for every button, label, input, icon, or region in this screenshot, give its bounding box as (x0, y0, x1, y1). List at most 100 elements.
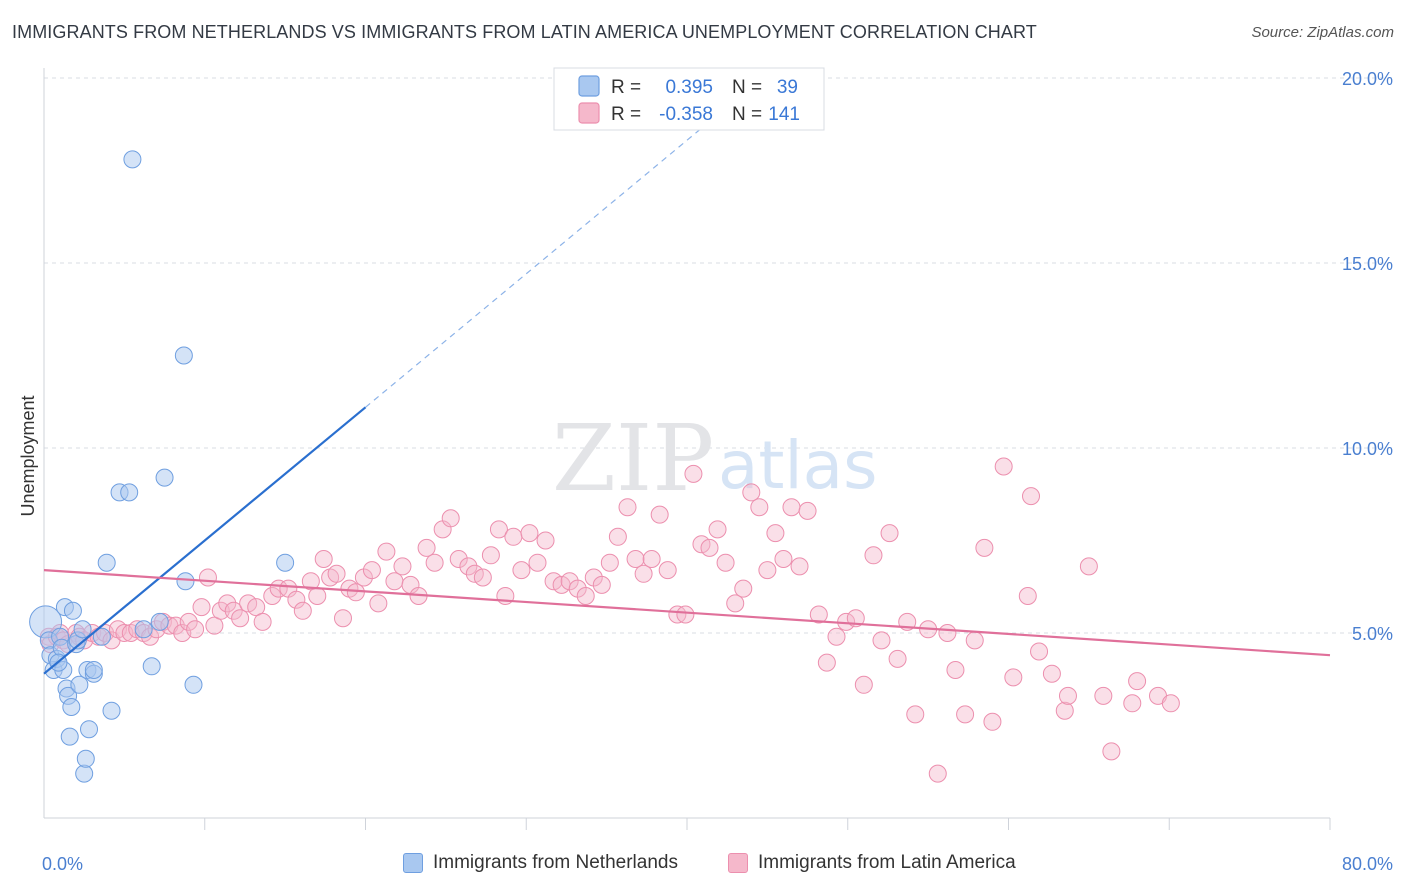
data-point-latin-america (676, 605, 695, 624)
data-point-latin-america (734, 579, 753, 598)
data-point-latin-america (600, 553, 619, 572)
trend-lines (43, 99, 1331, 675)
legend-n-label-1: N = (732, 77, 762, 98)
legend-n-label-2: N = (732, 104, 762, 125)
grid-lines (44, 77, 1392, 634)
data-point-latin-america (700, 538, 719, 557)
watermark: ZIP atlas (552, 405, 878, 512)
data-point-latin-america (975, 538, 994, 557)
watermark-zip: ZIP (552, 405, 714, 512)
data-point-latin-america (179, 612, 198, 631)
data-point-latin-america (536, 531, 555, 550)
data-point-latin-america (642, 550, 661, 568)
legend-r-value-1: 0.395 (665, 77, 713, 98)
data-point-latin-america (473, 568, 492, 587)
data-point-latin-america (798, 501, 817, 520)
data-point-latin-america (441, 509, 460, 528)
data-point-latin-america (247, 598, 266, 617)
data-point-latin-america (928, 764, 947, 783)
data-point-netherlands (60, 727, 79, 746)
data-point-latin-america (253, 612, 272, 631)
series-netherlands-points (29, 150, 295, 783)
data-point-netherlands (155, 468, 174, 487)
y-tick-label: 5.0% (1352, 624, 1393, 644)
data-point-netherlands (174, 346, 193, 365)
data-point-latin-america (906, 705, 925, 724)
data-point-netherlands (150, 612, 169, 631)
data-point-latin-america (192, 598, 211, 617)
data-point-latin-america (333, 609, 352, 628)
data-point-latin-america (750, 498, 769, 517)
data-point-latin-america (520, 524, 539, 543)
data-point-latin-america (489, 520, 508, 539)
data-point-latin-america (956, 705, 975, 724)
data-point-latin-america (766, 524, 785, 543)
data-point-latin-america (983, 712, 1002, 731)
data-point-latin-america (872, 631, 891, 650)
data-point-latin-america (314, 550, 333, 568)
data-point-netherlands (123, 150, 142, 169)
data-point-latin-america (1094, 686, 1113, 705)
data-point-latin-america (504, 527, 523, 546)
data-point-netherlands (120, 483, 139, 502)
y-tick-label: 20.0% (1342, 69, 1393, 89)
data-point-latin-america (205, 616, 224, 635)
x-tick-label-min: 0.0% (42, 854, 83, 874)
data-point-latin-america (263, 587, 282, 605)
swatch-netherlands (403, 853, 423, 873)
data-point-latin-america (327, 564, 346, 583)
data-point-latin-america (758, 561, 777, 580)
data-point-latin-america (716, 553, 735, 572)
data-point-latin-america (224, 601, 243, 620)
data-point-latin-america (301, 572, 320, 591)
data-point-latin-america (1042, 664, 1061, 683)
data-point-latin-america (459, 557, 478, 576)
data-point-latin-america (684, 464, 703, 483)
data-point-latin-america (1022, 487, 1041, 506)
data-point-netherlands (97, 553, 116, 572)
data-point-latin-america (186, 620, 205, 639)
data-point-latin-america (790, 557, 809, 576)
data-point-latin-america (1123, 694, 1142, 713)
series-latin-america-points (39, 457, 1180, 783)
legend-box: R = 0.395 N = 39 R = -0.358 N = 141 (553, 67, 825, 131)
data-point-latin-america (774, 550, 793, 568)
data-point-latin-america (994, 457, 1013, 476)
data-point-latin-america (417, 538, 436, 557)
data-point-latin-america (742, 483, 761, 502)
data-point-latin-america (211, 601, 230, 620)
data-point-netherlands (80, 720, 99, 739)
y-axis-title: Unemployment (18, 395, 38, 516)
data-point-latin-america (809, 605, 828, 624)
data-point-latin-america (369, 594, 388, 613)
data-point-latin-america (1018, 587, 1037, 605)
data-point-latin-america (634, 564, 653, 583)
data-point-netherlands (184, 675, 203, 694)
bottom-legend-latin-america: Immigrants from Latin America (728, 852, 1016, 874)
data-point-latin-america (1128, 672, 1147, 691)
data-point-latin-america (512, 561, 531, 580)
data-point-latin-america (726, 594, 745, 613)
data-point-latin-america (576, 587, 595, 605)
data-point-netherlands (62, 698, 81, 716)
y-tick-labels: 5.0% 10.0% 15.0% 20.0% (1342, 69, 1393, 644)
data-point-netherlands (142, 657, 161, 676)
data-point-latin-america (346, 583, 365, 602)
data-point-latin-america (218, 594, 237, 613)
chart-title: IMMIGRANTS FROM NETHERLANDS VS IMMIGRANT… (12, 22, 1037, 42)
data-point-netherlands (176, 572, 195, 591)
data-point-netherlands (84, 661, 103, 679)
data-point-latin-america (528, 553, 547, 572)
data-point-latin-america (1161, 694, 1180, 713)
data-point-latin-america (1055, 701, 1074, 720)
data-point-latin-america (592, 575, 611, 594)
data-point-latin-america (198, 568, 217, 587)
watermark-atlas: atlas (718, 427, 878, 504)
data-point-latin-america (618, 498, 637, 517)
data-point-latin-america (854, 675, 873, 694)
data-point-latin-america (393, 557, 412, 576)
source-label: Source: ZipAtlas.com (1251, 24, 1394, 41)
data-point-latin-america (1102, 742, 1121, 761)
data-point-latin-america (1079, 557, 1098, 576)
data-point-netherlands (92, 627, 111, 646)
